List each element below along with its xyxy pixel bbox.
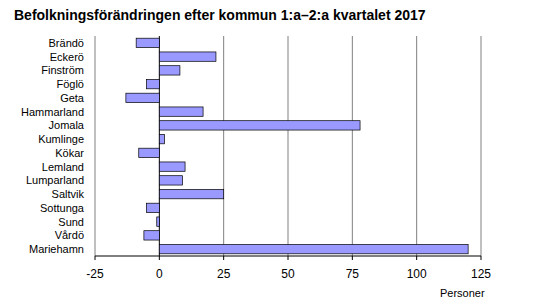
tick-mark xyxy=(416,256,417,260)
bar xyxy=(126,93,159,102)
category-label: Föglö xyxy=(56,78,84,90)
tick-label: 75 xyxy=(346,267,360,281)
tick-label: -25 xyxy=(86,267,104,281)
bar xyxy=(159,52,216,61)
bar xyxy=(159,176,182,185)
category-label: Vårdö xyxy=(55,229,84,241)
axis-label: Personer xyxy=(440,287,485,299)
tick-label: 125 xyxy=(471,267,491,281)
grid-line xyxy=(352,36,353,256)
category-label: Jomala xyxy=(49,119,85,131)
category-label: Mariehamn xyxy=(29,243,84,255)
bar xyxy=(146,203,159,212)
category-label: Sund xyxy=(58,216,84,228)
bar xyxy=(159,121,360,130)
category-label: Saltvik xyxy=(52,188,85,200)
grid-line xyxy=(416,36,417,256)
category-label: Sottunga xyxy=(40,202,85,214)
category-label: Hammarland xyxy=(21,106,84,118)
tick-mark xyxy=(159,256,160,260)
category-label: Kumlinge xyxy=(38,133,84,145)
category-label: Lemland xyxy=(42,161,84,173)
bar xyxy=(159,66,180,75)
grid-line xyxy=(95,36,96,256)
x-axis xyxy=(95,256,481,257)
bar xyxy=(159,189,223,198)
bar xyxy=(136,38,159,47)
bar xyxy=(157,217,160,226)
bar xyxy=(146,79,159,88)
tick-label: 50 xyxy=(281,267,295,281)
title: Befolkningsförändringen efter kommun 1:a… xyxy=(14,7,426,23)
bar xyxy=(139,148,160,157)
grid-line xyxy=(223,36,224,256)
tick-mark xyxy=(95,256,96,260)
tick-mark xyxy=(288,256,289,260)
category-label: Kökar xyxy=(55,147,84,159)
category-label: Geta xyxy=(60,92,85,104)
bar xyxy=(144,231,159,240)
category-label: Eckerö xyxy=(50,51,84,63)
tick-label: 100 xyxy=(407,267,427,281)
tick-mark xyxy=(223,256,224,260)
chart: Befolkningsförändringen efter kommun 1:a… xyxy=(0,0,547,305)
tick-mark xyxy=(352,256,353,260)
category-label: Brändö xyxy=(49,37,84,49)
tick-mark xyxy=(481,256,482,260)
grid-line xyxy=(288,36,289,256)
bar xyxy=(159,244,468,253)
tick-label: 0 xyxy=(156,267,163,281)
bars xyxy=(126,38,468,254)
grid-line xyxy=(481,36,482,256)
bar xyxy=(159,134,164,143)
category-label: Finström xyxy=(41,64,84,76)
tick-label: 25 xyxy=(217,267,231,281)
bar xyxy=(159,162,185,171)
bar xyxy=(159,107,203,116)
category-label: Lumparland xyxy=(26,174,84,186)
